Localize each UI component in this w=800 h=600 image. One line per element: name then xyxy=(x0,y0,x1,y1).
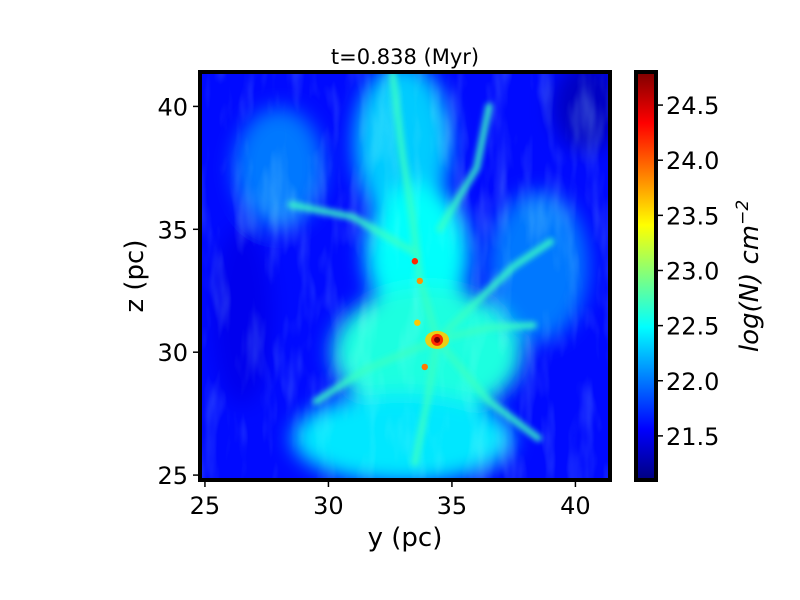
secondary-peak xyxy=(411,258,419,265)
map-wisp-texture xyxy=(200,72,610,480)
filament xyxy=(389,72,441,344)
filament xyxy=(287,201,421,258)
colorbar-tick-label: 24.5 xyxy=(666,92,719,120)
filament xyxy=(436,102,493,233)
filament xyxy=(411,336,441,467)
colorbar-tick-label: 24.0 xyxy=(666,147,719,175)
filament xyxy=(312,336,441,405)
chart-title: t=0.838 (Myr) xyxy=(331,45,479,69)
secondary-peak xyxy=(421,363,428,371)
x-axis: 25 30 35 40 xyxy=(190,480,591,520)
colorbar-label-base: log(N) cm xyxy=(735,225,765,352)
colorbar-label-exponent: −2 xyxy=(733,200,753,225)
filament xyxy=(433,321,537,344)
colorbar-tick-label: 21.5 xyxy=(666,423,719,451)
colorbar-frame xyxy=(634,70,658,482)
y-axis-label: z (pc) xyxy=(120,240,150,313)
colorbar-tick-label: 23.0 xyxy=(666,257,719,285)
x-tick-label: 40 xyxy=(560,492,591,520)
secondary-peak xyxy=(414,319,421,326)
x-tick-label: 35 xyxy=(437,492,468,520)
colorbar-label: log(N) cm−2 xyxy=(733,200,765,352)
colorbar-tick-label: 22.5 xyxy=(666,313,719,341)
filament xyxy=(433,238,555,344)
colorbar xyxy=(636,72,656,480)
y-tick-label: 30 xyxy=(157,339,188,367)
x-axis-label: y (pc) xyxy=(368,523,443,553)
plot-frame xyxy=(198,70,612,482)
x-tick-label: 25 xyxy=(190,492,221,520)
x-tick-label: 30 xyxy=(313,492,344,520)
core-peak-center xyxy=(434,336,441,343)
colorbar-axis: 21.5 22.0 22.5 23.0 23.5 24.0 24.5 xyxy=(656,92,719,451)
colorbar-tick-label: 23.5 xyxy=(666,202,719,230)
y-tick-label: 40 xyxy=(157,93,188,121)
column-density-map xyxy=(200,72,610,480)
y-tick-label: 25 xyxy=(157,462,188,490)
y-axis: 25 30 35 40 xyxy=(157,93,200,490)
y-tick-label: 35 xyxy=(157,216,188,244)
filament xyxy=(433,336,542,442)
colorbar-tick-label: 22.0 xyxy=(666,368,719,396)
secondary-peak xyxy=(416,277,424,285)
